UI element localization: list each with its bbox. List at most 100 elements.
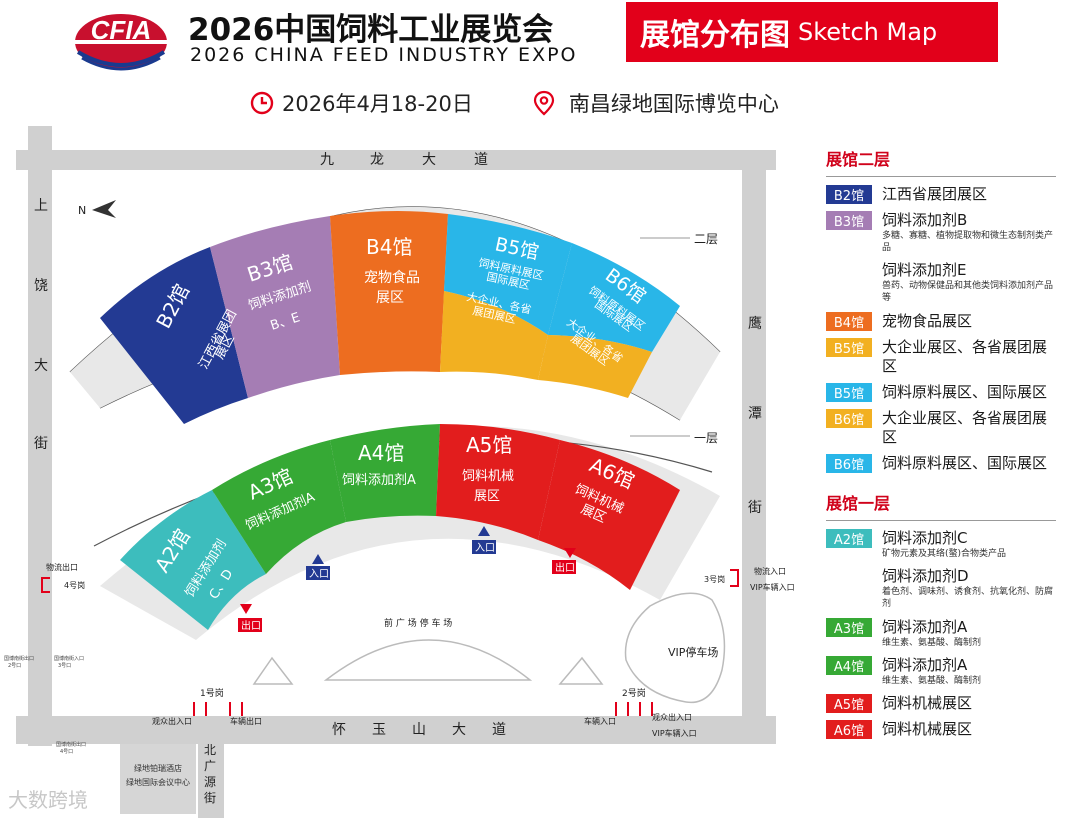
floor2-label: 二层 [694,232,718,246]
hall-b2[interactable] [100,247,248,424]
street-right-3: 街 [748,500,762,516]
legend-badge: A5馆 [826,694,872,713]
street-bottom-1: 怀 [332,722,346,738]
hall-b5-top[interactable] [444,214,572,335]
legend-subtext: 矿物元素及其络(螯)合物类产品 [882,549,1007,559]
legend-floor2-list: B2馆 江西省展团展区 B3馆 饲料添加剂B 多糖、寡糖、植物提取物和微生态制剂类产品饲… [826,185,1056,473]
north-label: N [78,204,86,217]
street-right-2: 潭 [748,405,762,422]
hall-b4-name: B4馆 [366,235,412,259]
legend-item: B5馆 大企业展区、各省展团展区 [826,338,1056,376]
exit-marker-2[interactable]: 出口 [552,548,576,574]
hall-b3[interactable] [210,216,340,398]
gate-3-label: 3号岗 [704,575,725,584]
legend-extra: 饲料添加剂E 兽药、动物保健品和其他类饲料添加剂产品等 [882,261,1054,303]
legend-extra: 饲料添加剂D 着色剂、调味剂、诱食剂、抗氧化剂、防腐剂 [882,567,1054,609]
vehicle-entrance-label: 车辆入口 [584,716,616,726]
hall-b5-bottom[interactable] [440,291,548,380]
legend-subtext: 多糖、寡糖、植物提取物和微生态制剂类产品 [882,231,1054,253]
legend-text: 饲料添加剂B [882,211,968,229]
svg-text:入口: 入口 [475,543,495,554]
clock-icon [250,91,274,115]
watermark: 大数跨境 [8,788,88,812]
legend-badge: B3馆 [826,211,872,230]
gate-1-label: 1号岗 [200,688,224,699]
venue-name: 南昌绿地国际博览中心 [568,92,779,116]
legend-item: A6馆 饲料机械展区 [826,720,1056,739]
legend-subtext: 维生素、氨基酸、酶制剂 [882,676,982,686]
hotel-name: 绿地铂瑞酒店 [134,763,182,773]
venue-block: 南昌绿地国际博览中心 [533,88,779,118]
legend-item: A3馆 饲料添加剂A 维生素、氨基酸、酶制剂 [826,618,1056,649]
vip-vehicle-entrance-3: VIP车辆入口 [750,582,795,592]
gate-4-label: 4号岗 [64,581,85,590]
road-bottom [16,716,776,744]
visitor-entrance-1: 观众出入口 [152,716,192,726]
entrance-marker-1[interactable]: 入口 [306,554,330,580]
north-arrow-icon [92,200,116,218]
legend-subtext: 维生素、氨基酸、酶制剂 [882,638,982,648]
hall-a4-line1: 饲料添加剂A [342,473,416,488]
svg-text:入口: 入口 [309,569,329,580]
legend-floor2-title: 展馆二层 [826,150,891,169]
svg-text:国博南街出口: 国博南街出口 [56,741,86,748]
expo-title-en: 2026 CHINA FEED INDUSTRY EXPO [190,44,578,66]
street-bottom-5: 道 [492,722,506,738]
vip-parking-label: VIP停车场 [668,645,718,659]
legend-text: 饲料机械展区 [882,694,973,712]
street-left-2: 饶 [34,278,48,294]
street-side-1: 北 [204,743,216,757]
hall-b4[interactable] [330,210,448,375]
hall-a5-line1: 饲料机械 [462,469,514,484]
hall-a5-name: A5馆 [466,433,512,457]
svg-text:2号口: 2号口 [8,663,21,669]
conference-center-name: 绿地国际会议中心 [126,777,190,787]
svg-text:国博南街出口: 国博南街出口 [4,655,34,662]
legend-item: A4馆 饲料添加剂A 维生素、氨基酸、酶制剂 [826,656,1056,687]
badge-zh: 展馆分布图 [640,18,790,53]
entrance-marker-2[interactable]: 入口 [472,526,496,554]
hall-b6-bottom[interactable] [538,335,652,398]
legend-badge: A3馆 [826,618,872,637]
location-pin-icon [533,90,554,116]
hall-b6-top[interactable] [548,243,680,352]
legend-badge: B2馆 [826,185,872,204]
legend-item: B2馆 江西省展团展区 [826,185,1056,204]
legend-text: 饲料原料展区、国际展区 [882,383,1048,401]
street-top-3: 大 [422,152,436,168]
exit-marker-1[interactable]: 出口 [238,604,262,632]
legend: 展馆二层 B2馆 江西省展团展区 B3馆 饲料添加剂B 多糖、寡糖、植物提取物和微生态制… [826,146,1056,746]
street-side-4: 街 [204,791,216,805]
hall-a2[interactable] [120,490,266,630]
legend-badge: B6馆 [826,409,872,428]
street-side-2: 广 [204,759,216,773]
legend-text: 宠物食品展区 [882,312,973,330]
hall-a6[interactable] [538,440,680,590]
hall-a3[interactable] [212,440,346,574]
hotel-block [120,744,196,814]
badge-en: Sketch Map [798,18,938,46]
front-parking-label: 前 广 场 停 车 场 [384,617,452,629]
legend-floor1-list: A2馆 饲料添加剂C 矿物元素及其络(螯)合物类产品饲料添加剂D 着色剂、调味剂、诱食… [826,529,1056,739]
legend-badge: A6馆 [826,720,872,739]
legend-item: A5馆 饲料机械展区 [826,694,1056,713]
hall-a5-line2: 展区 [474,489,500,504]
date-venue-line: 2026年4月18-20日 南昌绿地国际博览中心 [250,88,779,118]
legend-badge: B4馆 [826,312,872,331]
vehicle-exit-label: 车辆出口 [230,716,262,726]
legend-text: 饲料添加剂A [882,656,968,674]
legend-text: 饲料添加剂C [882,529,968,547]
vip-vehicle-entrance-2: VIP车辆入口 [652,728,697,738]
road-bottom-side [198,738,224,818]
road-left [28,126,52,746]
legend-text: 大企业展区、各省展团展区 [882,338,1048,375]
legend-item: B4馆 宠物食品展区 [826,312,1056,331]
legend-item: A2馆 饲料添加剂C 矿物元素及其络(螯)合物类产品 [826,529,1056,560]
legend-item: B6馆 大企业展区、各省展团展区 [826,409,1056,447]
hall-a4[interactable] [330,424,440,522]
cfia-logo: CFIA [72,14,170,71]
hall-a5[interactable] [436,424,560,540]
legend-item: B6馆 饲料原料展区、国际展区 [826,454,1056,473]
street-left-3: 大 [34,358,48,374]
legend-badge: A2馆 [826,529,872,548]
